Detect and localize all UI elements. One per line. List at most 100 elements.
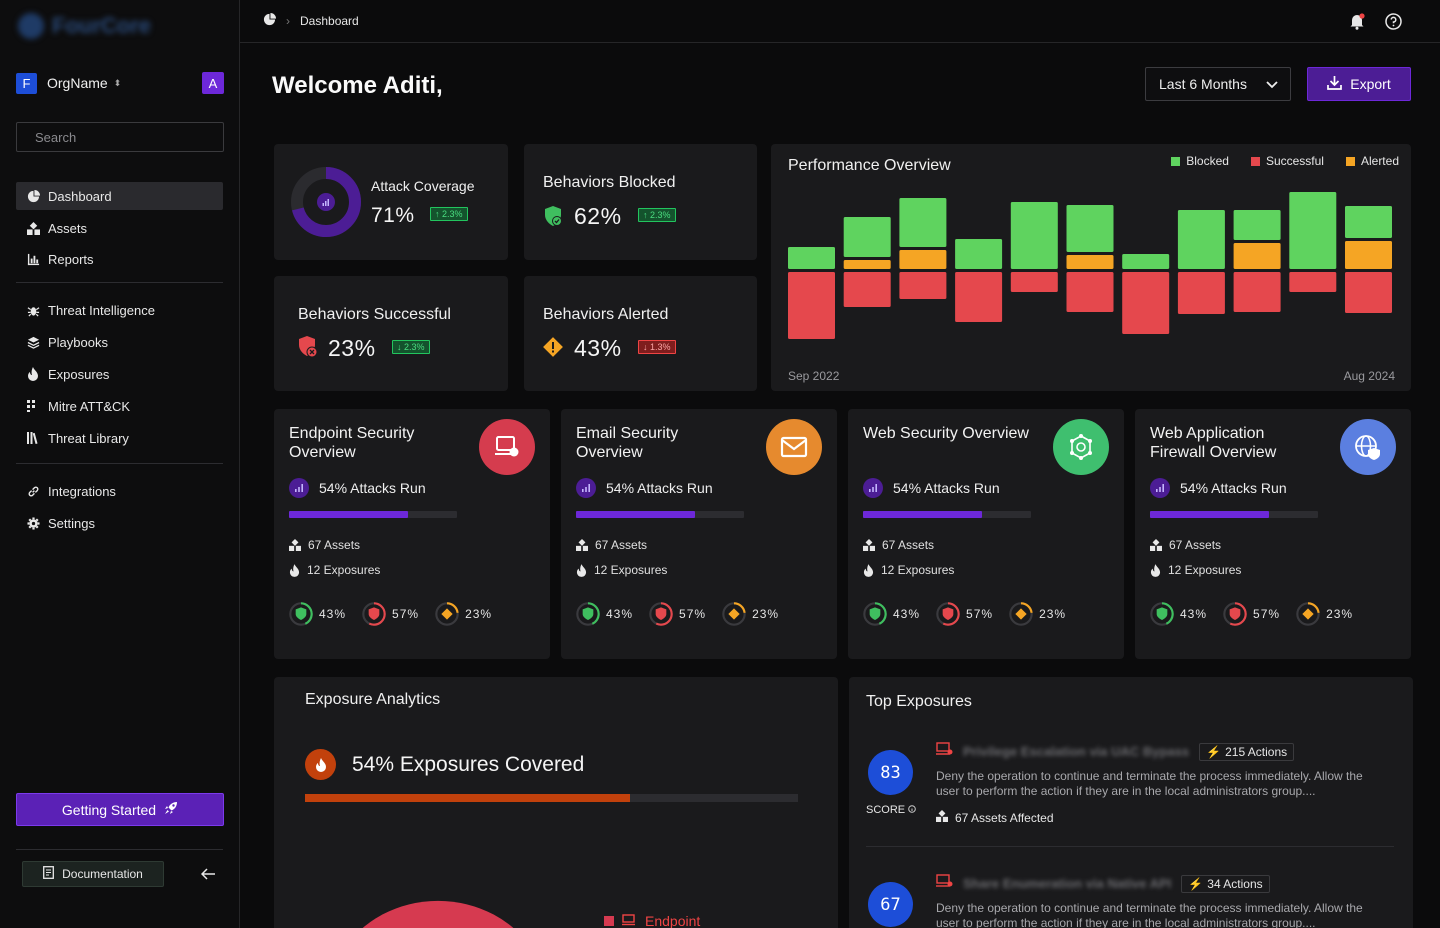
bar-successful (1066, 272, 1114, 312)
assets-text: 67 Assets (595, 538, 648, 552)
actions-badge: ⚡ 34 Actions (1181, 874, 1270, 893)
sidebar-item-label: Threat Intelligence (48, 302, 155, 318)
getting-started-button[interactable]: Getting Started (16, 793, 224, 826)
assets-affected-text: 67 Assets Affected (955, 810, 1054, 825)
result-rings: 43% 57% 23% (1150, 602, 1353, 626)
documentation-button[interactable]: Documentation (22, 861, 164, 887)
brand-logo: FourCore (18, 12, 151, 40)
exposure-name[interactable]: Share Enumeration via Native API (963, 876, 1172, 891)
bolt-icon: ⚡ (1188, 876, 1204, 891)
overview-card[interactable]: Endpoint Security Overview 54% Attacks R… (274, 409, 550, 659)
legend-swatch (1171, 156, 1181, 166)
legend-label: Successful (1265, 154, 1324, 168)
layers-icon (26, 335, 40, 349)
section-title: Top Exposures (866, 693, 972, 710)
overview-title: Email Security Overview (576, 425, 679, 461)
export-button[interactable]: Export (1307, 67, 1411, 101)
behaviors-blocked-card: Behaviors Blocked 62% ↑ 2.3% (524, 144, 757, 260)
bar-successful (1345, 272, 1392, 313)
nav-divider (16, 463, 223, 464)
flame-icon (289, 563, 300, 577)
assets-icon (863, 539, 875, 551)
sidebar-item-label: Assets (48, 220, 88, 236)
sidebar-item-exposures[interactable]: Exposures (16, 360, 223, 388)
exposure-item[interactable]: 67 Share Enumeration via Native API ⚡ 34 … (866, 874, 1396, 928)
successful-ring-icon (936, 602, 960, 626)
bell-icon[interactable] (1348, 12, 1366, 30)
org-switcher[interactable]: F OrgName ⬍ A (16, 72, 224, 94)
endpoint-icon (479, 419, 535, 475)
sidebar-item-settings[interactable]: Settings (16, 509, 223, 537)
overview-card[interactable]: Web Application Firewall Overview 54% At… (1135, 409, 1411, 659)
email-icon (766, 419, 822, 475)
sidebar-item-dashboard[interactable]: Dashboard (16, 182, 223, 210)
assets-icon (1150, 539, 1162, 551)
bar-successful (788, 272, 835, 339)
exposure-header: Privilege Escalation via UAC Bypass ⚡ 215… (936, 742, 1295, 761)
legend-blocked[interactable]: Blocked (1171, 154, 1229, 168)
search-input[interactable] (16, 122, 224, 152)
attacks-progress (576, 511, 744, 518)
period-value: Last 6 Months (1159, 76, 1247, 92)
sidebar-divider (16, 849, 223, 850)
exposure-item[interactable]: 83 SCORE Privilege Escalation via UAC By… (866, 742, 1396, 842)
sidebar-item-threat-intelligence[interactable]: Threat Intelligence (16, 296, 223, 324)
ring-value: 57% (392, 607, 420, 621)
globe-shield-icon (1340, 419, 1396, 475)
user-avatar[interactable]: A (202, 72, 224, 94)
shield-check-icon (543, 205, 563, 232)
period-select[interactable]: Last 6 Months (1145, 67, 1291, 101)
legend-successful[interactable]: Successful (1250, 154, 1324, 168)
bar-blocked (843, 217, 891, 257)
bar-alerted (899, 250, 947, 269)
assets-text: 67 Assets (1169, 538, 1222, 552)
legend-swatch (604, 916, 614, 926)
info-icon[interactable] (908, 804, 916, 816)
bar-alerted (1066, 255, 1114, 269)
bar-chart-icon (26, 252, 40, 266)
legend-alerted[interactable]: Alerted (1345, 154, 1399, 168)
sidebar-item-reports[interactable]: Reports (16, 245, 223, 273)
rocket-icon (164, 801, 178, 818)
endpoint-icon (936, 874, 953, 893)
bar-blocked (1233, 210, 1281, 240)
exposure-analytics-card: Exposure Analytics 54% Exposures Covered… (274, 677, 838, 928)
sidebar-item-integrations[interactable]: Integrations (16, 477, 223, 505)
breadcrumb-current: Dashboard (300, 14, 359, 28)
attacks-run: 54% Attacks Run (289, 478, 426, 498)
exposures-text: 12 Exposures (594, 563, 668, 577)
score-badge: 83 (868, 750, 913, 795)
legend-endpoint[interactable]: Endpoint (604, 913, 700, 928)
sidebar-item-label: Exposures (48, 366, 110, 382)
help-icon[interactable] (1384, 12, 1402, 30)
sidebar-item-assets[interactable]: Assets (16, 214, 223, 242)
exposures-covered: 54% Exposures Covered (305, 749, 584, 780)
axis-end-label: Aug 2024 (1343, 369, 1395, 383)
top-exposures-card: Top Exposures 83 SCORE Privilege Escalat… (849, 677, 1413, 928)
sidebar-item-label: Mitre ATT&CK (48, 398, 131, 414)
flame-icon (26, 367, 40, 381)
sidebar-item-mitre[interactable]: Mitre ATT&CK (16, 392, 223, 420)
arrow-left-icon (200, 868, 215, 880)
bar-successful (1289, 272, 1337, 292)
overview-card[interactable]: Web Security Overview 54% Attacks Run 67… (848, 409, 1124, 659)
endpoint-icon (622, 913, 637, 928)
behaviors-alerted-card: Behaviors Alerted 43% ↓ 1.3% (524, 276, 757, 391)
exposure-name[interactable]: Privilege Escalation via UAC Bypass (963, 744, 1190, 759)
overview-card[interactable]: Email Security Overview 54% Attacks Run … (561, 409, 837, 659)
overview-title: Web Application Firewall Overview (1150, 425, 1277, 461)
bolt-icon: ⚡ (1206, 744, 1222, 759)
network-icon (1053, 419, 1109, 475)
behaviors-successful-card: Behaviors Successful 23% ↓ 2.3% (274, 276, 508, 391)
successful-ring-icon (649, 602, 673, 626)
exposure-divider (866, 846, 1394, 847)
attacks-progress-fill (863, 511, 983, 518)
sidebar-item-threat-library[interactable]: Threat Library (16, 424, 223, 452)
sidebar-item-playbooks[interactable]: Playbooks (16, 328, 223, 356)
legend-label: Endpoint (645, 913, 701, 928)
blocked-ring-icon (863, 602, 887, 626)
collapse-sidebar-button[interactable] (198, 864, 218, 884)
blocked-ring-icon (289, 602, 313, 626)
home-pie-icon[interactable] (263, 13, 276, 29)
nav-divider (16, 282, 223, 283)
